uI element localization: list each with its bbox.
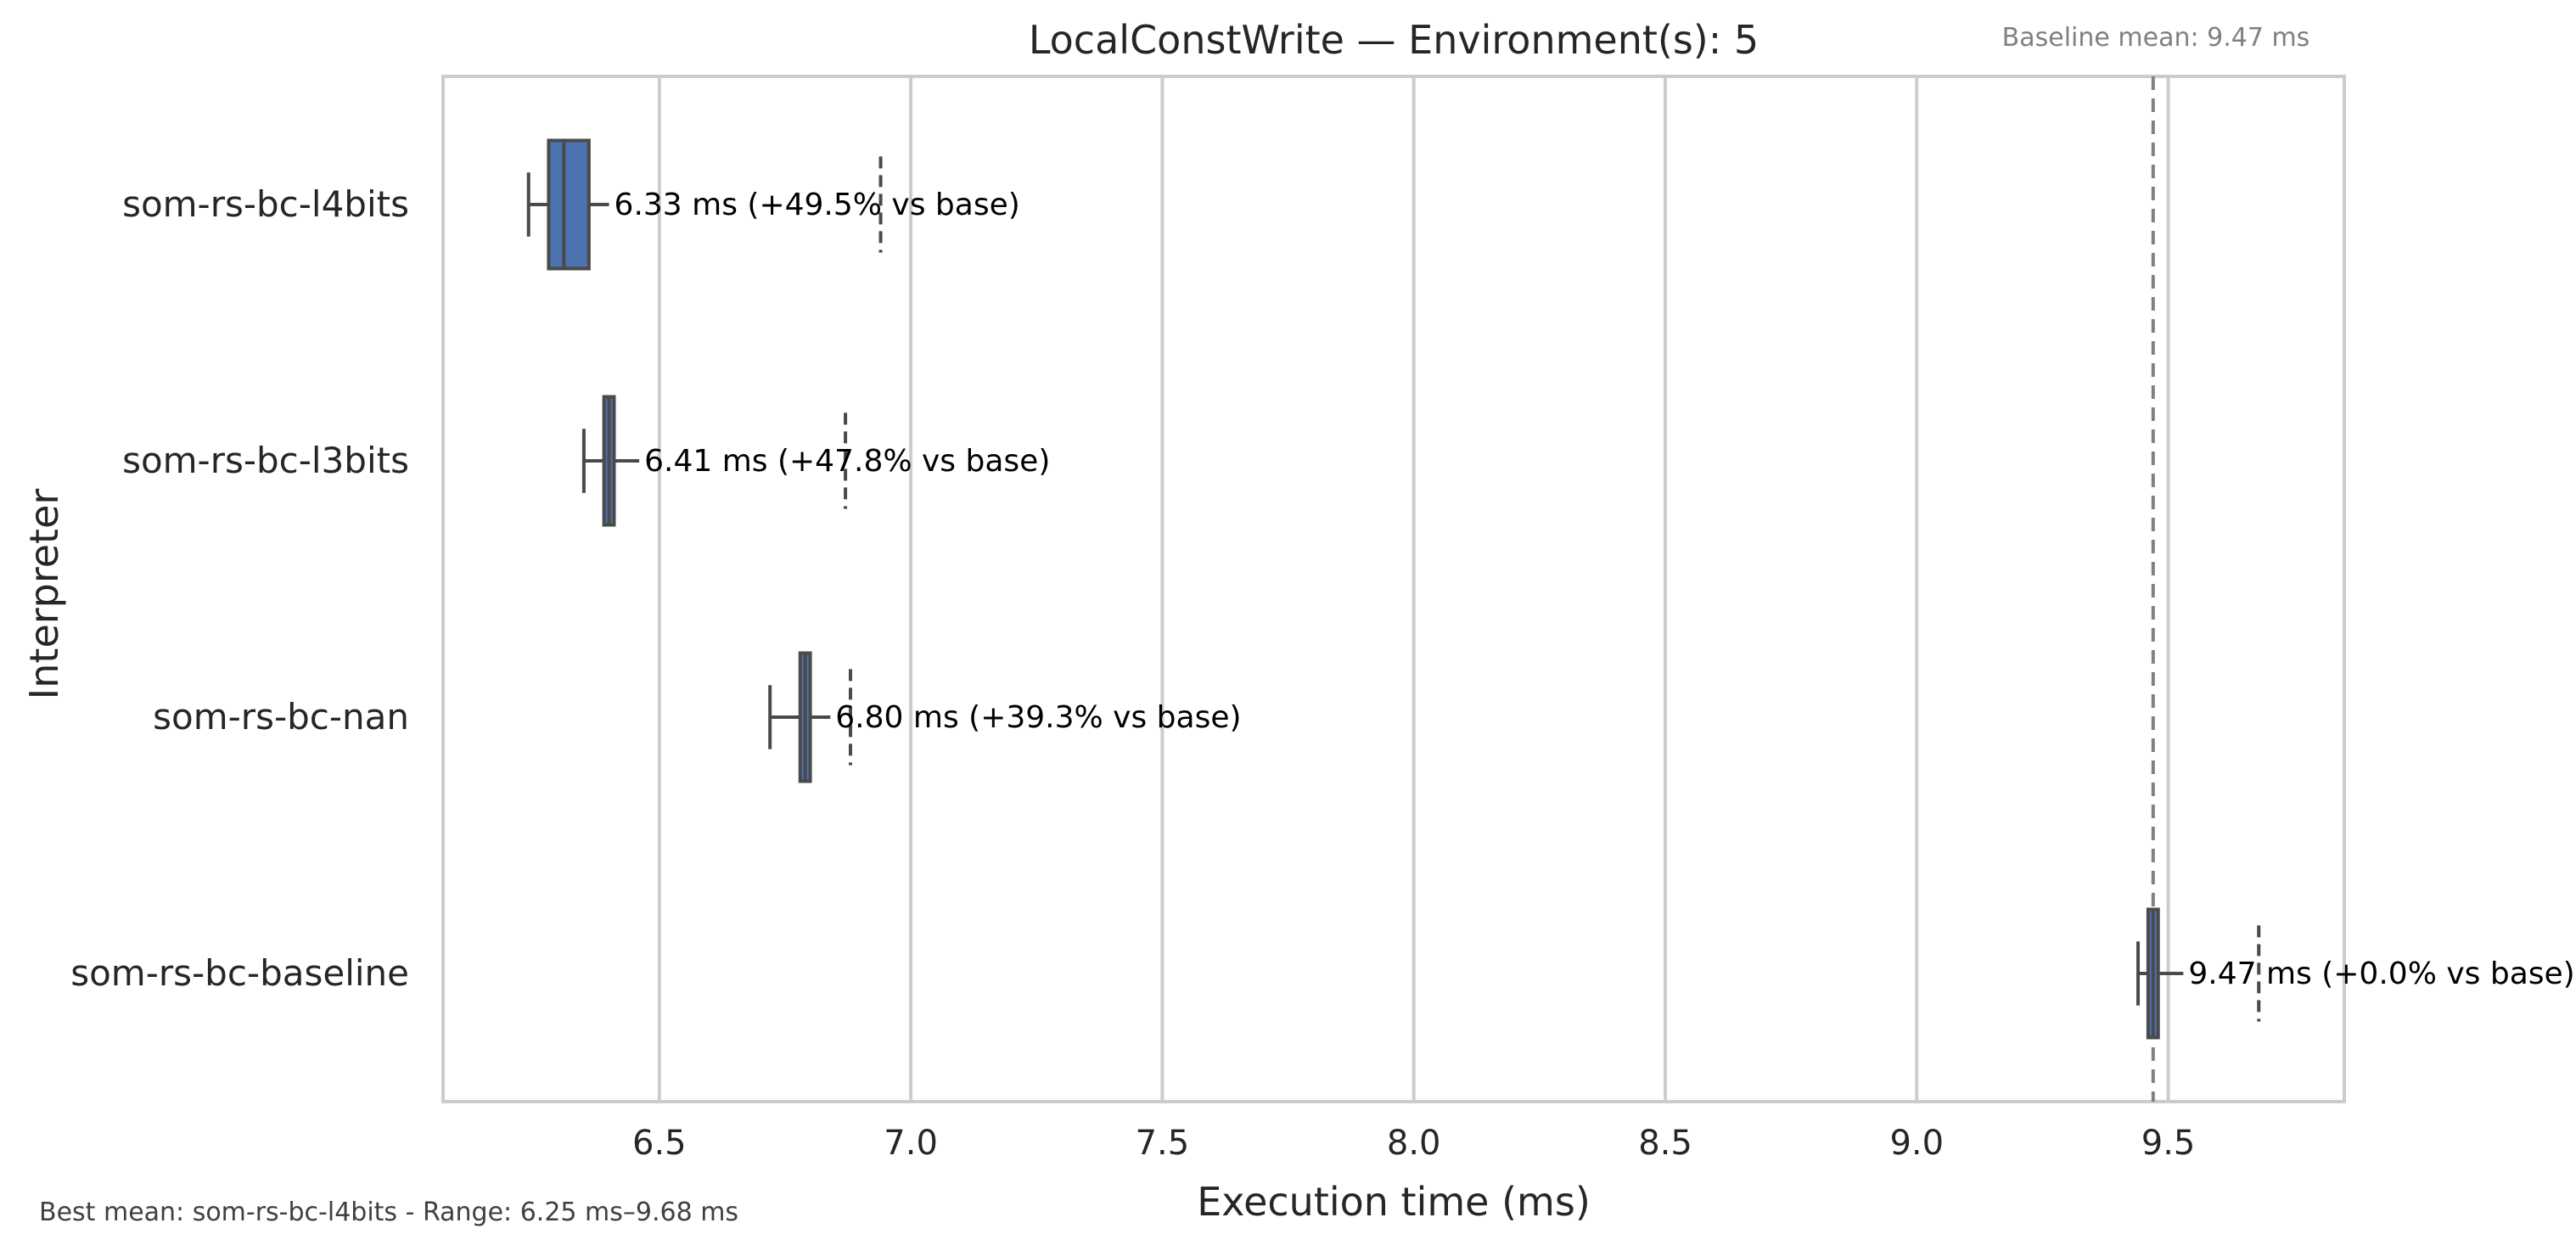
grid-layer [657,76,2170,1102]
x-tick-label: 8.5 [1638,1124,1692,1163]
data-label: 6.41 ms (+47.8% vs base) [644,444,1050,479]
plot-frame [441,75,2346,1103]
x-tick-label: 6.5 [632,1124,687,1163]
x-tick-label: 9.0 [1889,1124,1944,1163]
box-layer [526,138,2261,1040]
data-label: 9.47 ms (+0.0% vs base) [2188,956,2574,991]
data-label: 6.33 ms (+49.5% vs base) [615,188,1020,222]
x-tick-label: 9.5 [2141,1124,2196,1163]
xtick-layer: 6.5 7.0 7.5 8.0 8.5 9.0 9.5 [632,1124,2195,1163]
y-tick-label: som-rs-bc-baseline [70,952,409,994]
x-tick-label: 7.5 [1136,1124,1190,1163]
y-tick-label: som-rs-bc-l3bits [122,440,409,481]
footer-note: Best mean: som-rs-bc-l4bits - Range: 6.2… [39,1198,738,1227]
x-axis-label: Execution time (ms) [1197,1179,1591,1225]
baseline-note: Baseline mean: 9.47 ms [2002,23,2310,53]
y-axis-label: Interpreter [21,489,67,700]
x-tick-label: 7.0 [884,1124,938,1163]
data-label: 6.80 ms (+39.3% vs base) [835,700,1241,735]
x-tick-label: 8.0 [1387,1124,1441,1163]
chart-title: LocalConstWrite — Environment(s): 5 [1029,17,1759,63]
box-iqr [547,138,591,271]
y-tick-label: som-rs-bc-l4bits [122,183,409,225]
ytick-layer: som-rs-bc-l4bits som-rs-bc-l3bits som-rs-b… [70,183,409,994]
label-layer: 6.33 ms (+49.5% vs base) 6.41 ms (+47.8% … [615,188,2575,991]
y-tick-label: som-rs-bc-nan [153,696,409,738]
